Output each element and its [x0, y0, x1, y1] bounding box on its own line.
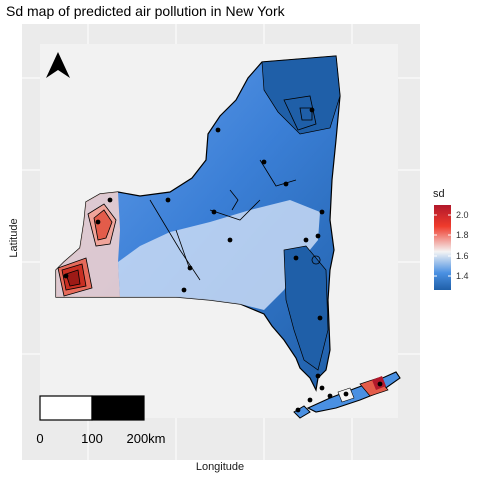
monitor-point [227, 237, 233, 243]
scale-bar: 0 100 200km [36, 395, 166, 446]
monitor-point [283, 181, 289, 187]
monitor-point [315, 373, 321, 379]
legend-tick-label: 1.6 [456, 251, 469, 261]
monitor-point [303, 237, 309, 243]
contour-hudson [283, 245, 329, 371]
monitor-point [307, 397, 313, 403]
monitor-point [107, 197, 113, 203]
monitor-point [319, 385, 325, 391]
scale-bar-black-segment [91, 395, 145, 421]
monitor-point [187, 265, 193, 271]
monitor-point [165, 197, 171, 203]
monitor-point [315, 233, 321, 239]
scale-label-0: 0 [36, 431, 43, 446]
monitor-point [377, 381, 383, 387]
contour-lines [149, 95, 321, 281]
monitor-point [293, 255, 299, 261]
monitor-point [261, 159, 267, 165]
monitor-point [327, 393, 333, 399]
hotspot-west-upper [87, 203, 117, 247]
map-title: Sd map of predicted air pollution in New… [6, 3, 285, 19]
staten-island [293, 405, 311, 419]
contour-adirondack [261, 55, 341, 135]
monitor-point [95, 219, 101, 225]
monitor-points [63, 107, 383, 413]
scale-label-200km: 200km [126, 431, 165, 446]
monitor-point [63, 273, 69, 279]
monitor-point [343, 391, 349, 397]
monitor-point [211, 209, 217, 215]
monitor-point [309, 107, 315, 113]
scale-label-100: 100 [81, 431, 103, 446]
hotspot-west-lower [57, 257, 93, 297]
monitor-point [317, 315, 323, 321]
legend-tick-marks [434, 214, 451, 277]
legend-tick-label: 1.4 [456, 271, 469, 281]
x-axis-label: Longitude [195, 461, 245, 473]
monitor-point [181, 287, 187, 293]
monitor-point [295, 407, 301, 413]
contour-light-region [118, 200, 320, 310]
monitor-point [215, 127, 221, 133]
legend-tick-label: 1.8 [456, 230, 469, 240]
legend-title: sd [433, 188, 445, 200]
legend-tick-label: 2.0 [456, 210, 469, 220]
legend-colorbar [434, 205, 451, 290]
scale-bar-white-segment [39, 395, 93, 421]
north-arrow-icon [46, 52, 70, 78]
monitor-point [319, 209, 325, 215]
